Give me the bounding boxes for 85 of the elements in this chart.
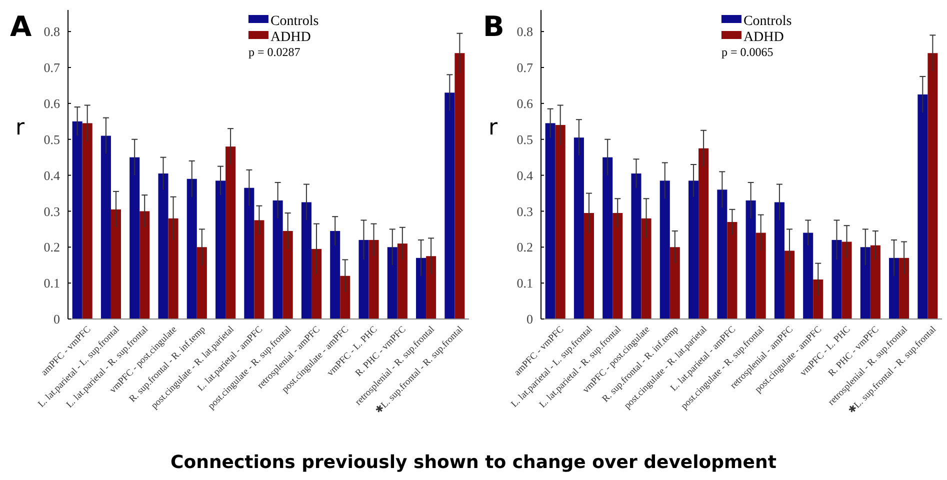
bar bbox=[870, 245, 880, 319]
bar bbox=[727, 222, 738, 319]
bar bbox=[928, 53, 938, 319]
bar bbox=[602, 157, 613, 319]
bar bbox=[272, 200, 283, 319]
bar bbox=[774, 202, 784, 319]
bar bbox=[186, 178, 197, 319]
bar bbox=[330, 230, 340, 319]
bar bbox=[660, 180, 670, 319]
bar bbox=[454, 53, 465, 319]
y-tick-label: 0.2 bbox=[44, 240, 60, 255]
y-tick-label: 0.6 bbox=[516, 96, 534, 111]
bar bbox=[244, 188, 254, 319]
bar bbox=[631, 173, 642, 319]
bar bbox=[416, 258, 426, 319]
y-tick-label: 0.7 bbox=[516, 60, 534, 76]
bar bbox=[918, 94, 928, 319]
bar bbox=[226, 146, 236, 319]
y-tick-label: 0.3 bbox=[516, 204, 533, 219]
y-tick-label: 0.6 bbox=[44, 96, 60, 111]
bar bbox=[158, 173, 168, 319]
bar bbox=[584, 213, 594, 319]
chart-title: A bbox=[10, 10, 32, 43]
y-tick-label: 0.8 bbox=[516, 24, 533, 40]
y-tick-label: 0.4 bbox=[44, 168, 60, 183]
bar bbox=[216, 180, 226, 319]
bar bbox=[110, 209, 121, 319]
bar bbox=[301, 202, 312, 319]
bar bbox=[899, 258, 910, 319]
bar bbox=[688, 180, 699, 319]
annotation: p = 0.0065 bbox=[721, 45, 774, 60]
y-axis-title: r bbox=[15, 116, 26, 140]
bar bbox=[555, 124, 566, 319]
bar bbox=[397, 244, 408, 319]
y-tick-label: 0.2 bbox=[516, 240, 533, 255]
legend-label: ADHD bbox=[270, 30, 311, 45]
annotation: p = 0.0287 bbox=[248, 45, 300, 60]
bar bbox=[842, 242, 852, 319]
bar bbox=[832, 240, 842, 319]
bar bbox=[426, 256, 436, 319]
legend-label: ADHD bbox=[743, 30, 784, 45]
bar bbox=[889, 258, 900, 319]
y-tick-label: 0.8 bbox=[44, 24, 60, 40]
y-axis-title: r bbox=[488, 116, 498, 140]
bar bbox=[387, 247, 398, 319]
bar bbox=[444, 92, 455, 319]
bar bbox=[784, 250, 794, 319]
y-tick-label: 0.5 bbox=[44, 132, 60, 147]
bar bbox=[746, 200, 756, 319]
bar bbox=[196, 247, 207, 319]
bar bbox=[612, 213, 623, 319]
bar bbox=[168, 218, 178, 319]
x-axis-title: Connections previously shown to change over development bbox=[170, 452, 777, 473]
bar bbox=[545, 123, 556, 319]
y-tick-label: 0.5 bbox=[516, 132, 533, 147]
bar bbox=[717, 190, 728, 319]
bar bbox=[311, 248, 322, 319]
bar bbox=[756, 232, 766, 319]
bar bbox=[803, 232, 814, 319]
bar bbox=[254, 220, 264, 319]
y-tick-label: 0 bbox=[526, 312, 533, 327]
y-tick-label: 0.4 bbox=[516, 168, 534, 183]
y-tick-label: 0.1 bbox=[44, 276, 60, 291]
y-tick-label: 0.1 bbox=[516, 276, 533, 291]
bar bbox=[358, 240, 369, 319]
bar bbox=[82, 123, 92, 319]
bar bbox=[130, 157, 140, 319]
bar bbox=[140, 211, 150, 319]
chart-title: B bbox=[483, 10, 504, 43]
y-tick-label: 0.3 bbox=[44, 204, 60, 219]
y-tick-label: 0.7 bbox=[44, 60, 60, 76]
bar bbox=[670, 247, 680, 319]
bar bbox=[340, 276, 350, 319]
bar bbox=[72, 121, 82, 319]
bar bbox=[282, 230, 293, 319]
bar bbox=[641, 218, 652, 319]
bar bbox=[698, 148, 709, 319]
bar bbox=[860, 247, 870, 319]
bar bbox=[100, 136, 111, 319]
bar bbox=[813, 279, 824, 319]
legend-label: Controls bbox=[743, 14, 792, 29]
legend-label: Controls bbox=[270, 14, 319, 29]
y-tick-label: 0 bbox=[54, 312, 60, 327]
bar bbox=[574, 138, 584, 319]
bar bbox=[368, 240, 379, 319]
